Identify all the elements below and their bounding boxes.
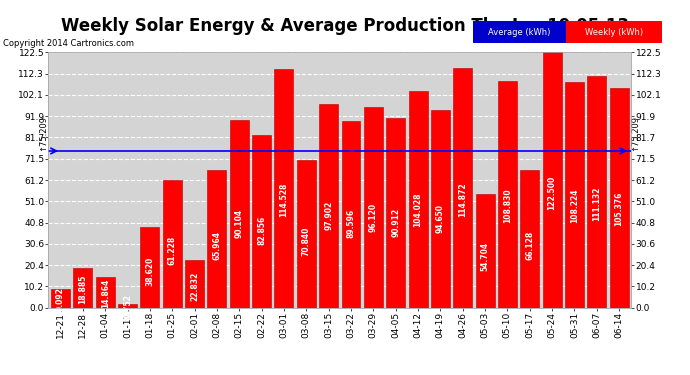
- Text: 66.128: 66.128: [525, 231, 534, 260]
- Bar: [565, 82, 584, 308]
- Text: 104.028: 104.028: [413, 193, 422, 227]
- Text: 18.885: 18.885: [79, 275, 88, 304]
- Text: 70.840: 70.840: [302, 226, 310, 256]
- Bar: [386, 118, 405, 308]
- Bar: [498, 81, 517, 308]
- Bar: [141, 227, 159, 308]
- Bar: [208, 170, 226, 308]
- Bar: [275, 69, 293, 308]
- Text: 82.856: 82.856: [257, 215, 266, 244]
- Text: 97.902: 97.902: [324, 201, 333, 230]
- Text: 54.704: 54.704: [480, 242, 489, 271]
- Text: 89.596: 89.596: [346, 209, 355, 238]
- Bar: [73, 268, 92, 308]
- Bar: [520, 170, 539, 308]
- Text: 90.104: 90.104: [235, 209, 244, 238]
- Text: ↑75.209: ↑75.209: [630, 115, 639, 151]
- Text: 122.500: 122.500: [548, 176, 557, 210]
- Text: 14.864: 14.864: [101, 279, 110, 308]
- Bar: [408, 91, 428, 308]
- Text: 9.092: 9.092: [56, 287, 65, 311]
- Bar: [297, 160, 316, 308]
- Bar: [609, 88, 629, 308]
- Text: 111.132: 111.132: [592, 186, 601, 220]
- Bar: [118, 304, 137, 307]
- Bar: [453, 68, 472, 308]
- Text: 114.528: 114.528: [279, 183, 288, 218]
- Bar: [542, 53, 562, 308]
- Bar: [342, 121, 360, 308]
- Bar: [96, 276, 115, 308]
- Bar: [475, 194, 495, 308]
- Text: Weekly (kWh): Weekly (kWh): [585, 28, 643, 37]
- Bar: [364, 107, 383, 308]
- Text: ↑75.209: ↑75.209: [38, 115, 47, 151]
- Text: 114.872: 114.872: [458, 183, 467, 217]
- Text: 38.620: 38.620: [146, 257, 155, 286]
- Text: 65.964: 65.964: [213, 231, 221, 260]
- Text: 108.224: 108.224: [570, 189, 579, 224]
- Text: Average (kWh): Average (kWh): [488, 28, 551, 37]
- Bar: [252, 135, 271, 308]
- Text: 105.376: 105.376: [615, 192, 624, 226]
- Bar: [185, 260, 204, 308]
- Bar: [431, 111, 450, 308]
- Bar: [230, 120, 249, 308]
- Text: Copyright 2014 Cartronics.com: Copyright 2014 Cartronics.com: [3, 39, 135, 48]
- Text: 22.832: 22.832: [190, 272, 199, 301]
- Text: Weekly Solar Energy & Average Production Thu Jun 19 05:13: Weekly Solar Energy & Average Production…: [61, 17, 629, 35]
- Text: 61.228: 61.228: [168, 236, 177, 265]
- Bar: [163, 180, 181, 308]
- Text: 96.120: 96.120: [369, 203, 378, 232]
- Bar: [319, 104, 338, 308]
- Text: 94.650: 94.650: [436, 204, 445, 233]
- Text: 108.830: 108.830: [503, 188, 512, 223]
- Bar: [51, 289, 70, 308]
- Text: 90.912: 90.912: [391, 208, 400, 237]
- Text: 1.752: 1.752: [123, 294, 132, 318]
- Bar: [587, 76, 607, 308]
